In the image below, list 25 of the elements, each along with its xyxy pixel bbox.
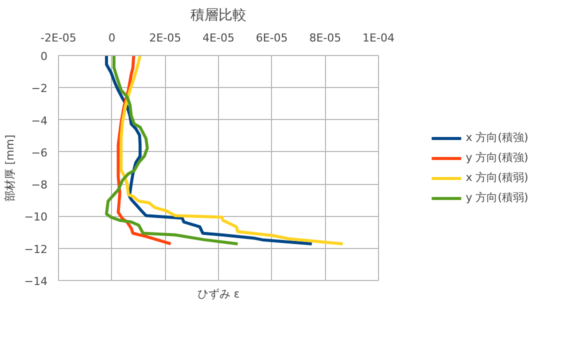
line-series — [105, 56, 240, 246]
line-series — [120, 56, 344, 246]
y-tick-label: −4 — [31, 114, 48, 128]
legend-label: x 方向(積強) — [466, 130, 528, 145]
x-tick-label: -2E-05 — [40, 32, 76, 44]
y-tick-label: 0 — [40, 50, 48, 63]
chart-title: 積層比較 — [190, 8, 246, 24]
x-tick-label: 4E-05 — [202, 32, 234, 44]
line-series — [105, 56, 314, 246]
y-tick-label: −10 — [24, 210, 48, 224]
y-tick-label: −6 — [31, 146, 48, 160]
legend-label: x 方向(積弱) — [466, 170, 528, 185]
y-tick-label: −14 — [24, 275, 48, 288]
legend-label: y 方向(積強) — [466, 150, 528, 165]
y-tick-label: −2 — [31, 82, 48, 96]
legend-label: y 方向(積弱) — [466, 190, 528, 205]
x-tick-label: 2E-05 — [149, 32, 182, 44]
x-tick-label: 6E-05 — [256, 32, 288, 44]
x-tick-label: 0 — [108, 32, 116, 44]
x-axis-title: ひずみ ε — [197, 288, 240, 300]
x-tick-label: 1E-04 — [362, 32, 394, 44]
x-tick-label: 8E-05 — [309, 32, 342, 44]
y-tick-label: −8 — [31, 178, 48, 192]
y-tick-label: −12 — [24, 242, 48, 256]
y-axis-title: 部材厚 [mm] — [3, 134, 16, 202]
